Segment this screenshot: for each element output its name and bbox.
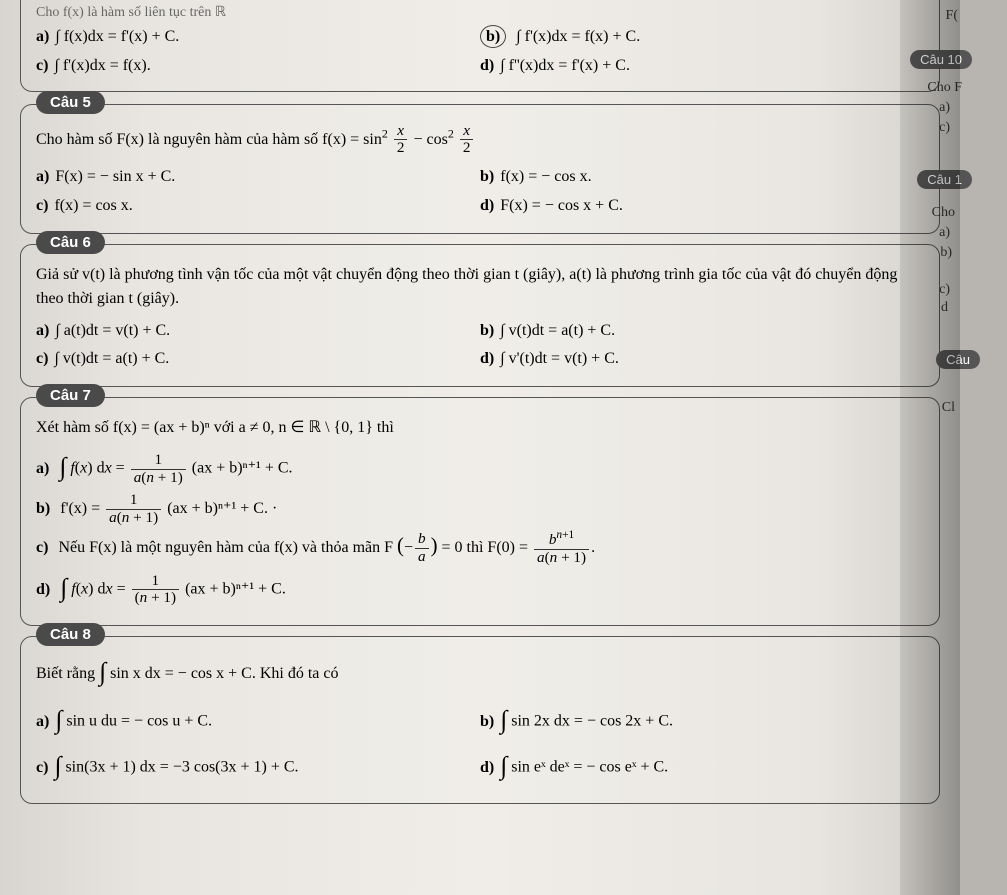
question-label-5: Câu 5 (36, 91, 105, 114)
q6-opt-a: a)∫ a(t)dt = v(t) + C. (36, 317, 480, 346)
top-intro: Cho f(x) là hàm số liên tục trên ℝ (36, 4, 924, 21)
q5-opt-b: b)f(x) = − cos x. (480, 163, 924, 192)
question-box-7: Câu 7 Xét hàm số f(x) = (ax + b)ⁿ với a … (20, 397, 940, 626)
q5-options: a)F(x) = − sin x + C. b)f(x) = − cos x. … (36, 163, 924, 221)
question-label-6: Câu 6 (36, 231, 105, 254)
question-box-top: Cho f(x) là hàm số liên tục trên ℝ a)∫ f… (20, 0, 940, 92)
q5-opt-c: c)f(x) = cos x. (36, 192, 480, 221)
q7c-frac2: bn+1a(n + 1) (534, 529, 589, 567)
opt-a: a)∫ f(x)dx = f'(x) + C. (36, 23, 480, 52)
question-box-8: Câu 8 Biết rằng ∫ sin x dx = − cos x + C… (20, 636, 940, 805)
q8-opt-a: a)∫ sin u du = − cos u + C. (36, 699, 480, 745)
question-text-6: Giả sử v(t) là phương tình vận tốc của m… (36, 263, 924, 311)
question-label-7: Câu 7 (36, 384, 105, 407)
integral-icon: ∫ (60, 573, 67, 602)
q7-opt-c: c) Nếu F(x) là một nguyên hàm của f(x) v… (36, 527, 924, 567)
circled-b: b) (480, 25, 506, 48)
page-curl (900, 0, 960, 895)
opt-b: b) ∫ f'(x)dx = f(x) + C. (480, 23, 924, 52)
q5-opt-d: d)F(x) = − cos x + C. (480, 192, 924, 221)
opt-d-text: ∫ f''(x)dx = f'(x) + C. (500, 57, 630, 74)
q8-opt-b: b)∫ sin 2x dx = − cos 2x + C. (480, 699, 924, 745)
question-box-5: Câu 5 Cho hàm số F(x) là nguyên hàm của … (20, 104, 940, 234)
opt-c-text: ∫ f'(x)dx = f(x). (54, 57, 150, 74)
q8-options: a)∫ sin u du = − cos u + C. b)∫ sin 2x d… (36, 699, 924, 791)
question-label-8: Câu 8 (36, 623, 105, 646)
q6-opt-c: c)∫ v(t)dt = a(t) + C. (36, 345, 480, 374)
q6-opt-d: d)∫ v'(t)dt = v(t) + C. (480, 345, 924, 374)
opt-d: d)∫ f''(x)dx = f'(x) + C. (480, 52, 924, 81)
integral-icon: ∫ (99, 657, 106, 686)
q6-opt-b: b)∫ v(t)dt = a(t) + C. (480, 317, 924, 346)
q7-opt-d: d) ∫ f(x) dx = 1(n + 1) (ax + b)ⁿ⁺¹ + C. (36, 567, 924, 613)
q7d-frac: 1(n + 1) (132, 573, 179, 607)
q5-opt-a: a)F(x) = − sin x + C. (36, 163, 480, 192)
frac-x2-1: x2 (394, 123, 408, 157)
q7c-frac1: ba (415, 531, 429, 565)
q6-options: a)∫ a(t)dt = v(t) + C. b)∫ v(t)dt = a(t)… (36, 317, 924, 375)
q8-opt-c: c)∫ sin(3x + 1) dx = −3 cos(3x + 1) + C. (36, 745, 480, 791)
question-text-7: Xét hàm số f(x) = (ax + b)ⁿ với a ≠ 0, n… (36, 416, 924, 440)
top-options: a)∫ f(x)dx = f'(x) + C. b) ∫ f'(x)dx = f… (36, 23, 924, 81)
q7a-frac: 1a(n + 1) (131, 452, 186, 486)
page: Cho f(x) là hàm số liên tục trên ℝ a)∫ f… (0, 0, 960, 895)
q7-opt-a: a) ∫ f(x) dx = 1a(n + 1) (ax + b)ⁿ⁺¹ + C… (36, 446, 924, 492)
frac-x2-2: x2 (460, 123, 474, 157)
opt-b-text: ∫ f'(x)dx = f(x) + C. (516, 28, 640, 45)
integral-icon: ∫ (59, 452, 66, 481)
q8-opt-d: d)∫ sin eˣ deˣ = − cos eˣ + C. (480, 745, 924, 791)
opt-c: c)∫ f'(x)dx = f(x). (36, 52, 480, 81)
q7-opt-b: b) f'(x) = 1a(n + 1) (ax + b)ⁿ⁺¹ + C. · (36, 492, 924, 526)
opt-a-text: ∫ f(x)dx = f'(x) + C. (55, 28, 179, 45)
q7b-frac: 1a(n + 1) (106, 492, 161, 526)
question-box-6: Câu 6 Giả sử v(t) là phương tình vận tốc… (20, 244, 940, 388)
question-text-5: Cho hàm số F(x) là nguyên hàm của hàm số… (36, 123, 924, 157)
question-text-8: Biết rằng ∫ sin x dx = − cos x + C. Khi … (36, 655, 924, 693)
